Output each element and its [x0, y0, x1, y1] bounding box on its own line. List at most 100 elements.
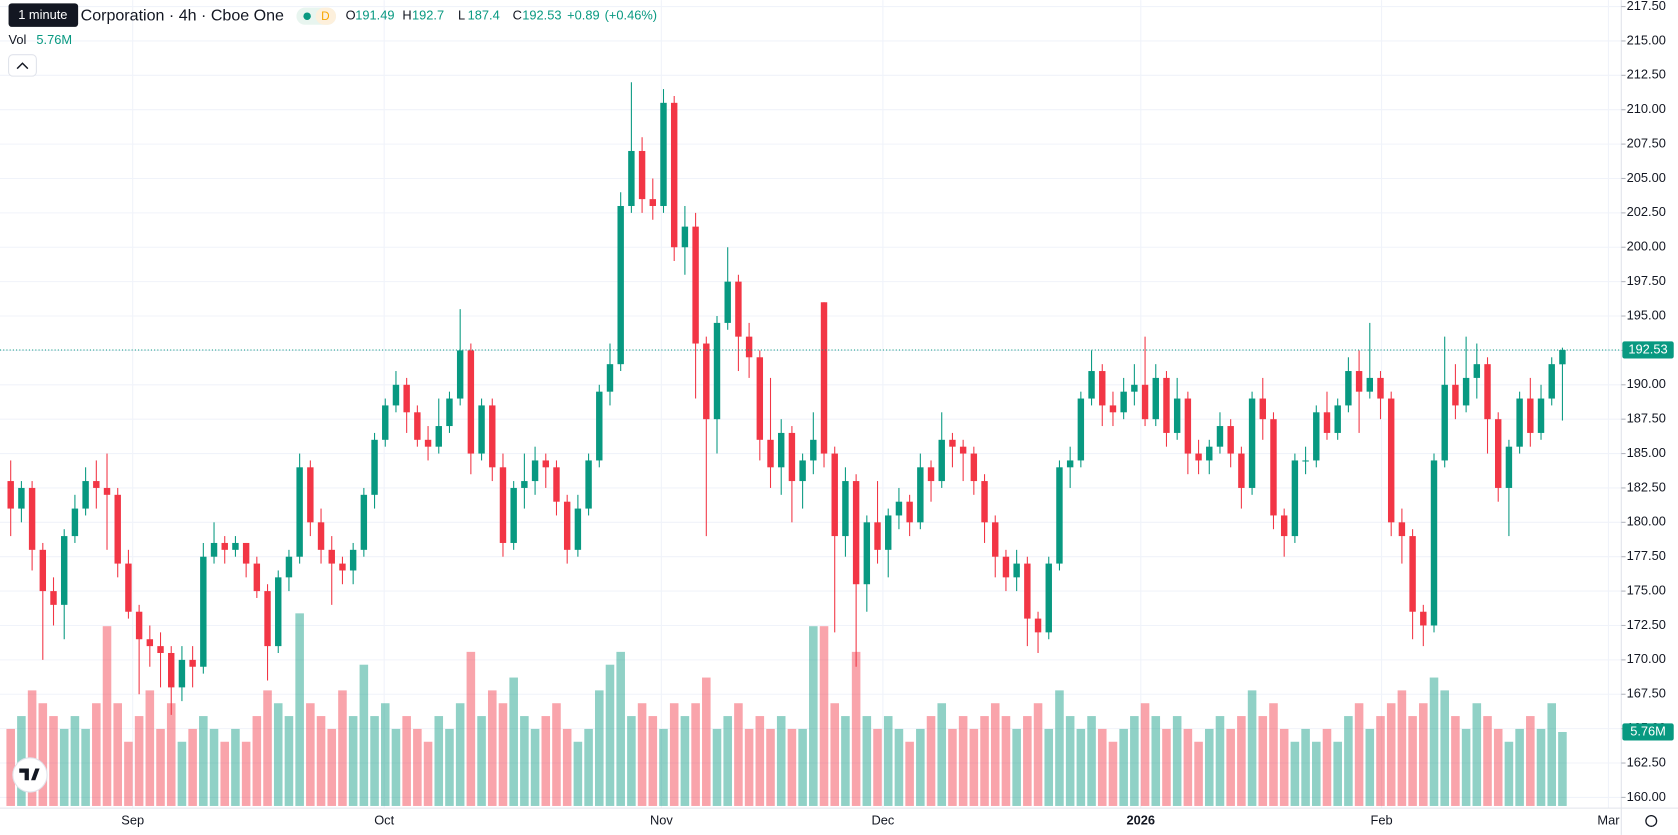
volume-bar	[1515, 728, 1524, 806]
price-badge-label: 192.53	[1628, 341, 1667, 356]
candle-body	[1184, 398, 1192, 454]
candle-body	[18, 487, 25, 509]
y-tick-label: 202.50	[1627, 204, 1666, 219]
candle-body	[981, 481, 988, 523]
volume-bar	[1440, 690, 1449, 806]
ohlc-value: 191.49	[355, 8, 394, 23]
volume-bar	[1055, 690, 1064, 806]
candle-body	[178, 659, 186, 688]
candle-body	[1302, 460, 1309, 462]
volume-bar	[241, 741, 251, 806]
volume-bar	[1408, 716, 1417, 806]
volume-bar	[445, 728, 454, 806]
volume-bar	[1204, 728, 1214, 806]
candle-body	[1505, 446, 1513, 488]
candle-body	[1548, 364, 1555, 399]
volume-bar	[1012, 728, 1021, 806]
x-tick-label: 2026	[1127, 812, 1156, 827]
candle-body	[328, 549, 335, 564]
y-tick-label: 182.50	[1627, 479, 1666, 494]
volume-bar	[723, 716, 732, 806]
candle-body	[1099, 371, 1106, 406]
candle-body	[392, 384, 400, 406]
volume-bar	[530, 728, 540, 806]
volume-bar	[648, 716, 658, 806]
volume-bar	[894, 728, 904, 806]
candle-body	[1206, 446, 1213, 461]
volume-bar	[637, 703, 647, 806]
volume-bar	[616, 651, 625, 806]
settings-icon[interactable]	[1645, 814, 1658, 827]
volume-bar	[1376, 716, 1385, 806]
volume-bar	[166, 703, 176, 806]
candle-body	[596, 391, 603, 461]
ohlc-value: 192.53	[522, 8, 561, 23]
x-tick-label: Mar	[1597, 812, 1620, 827]
candle-body	[1366, 377, 1374, 392]
volume-bar	[1397, 690, 1407, 806]
candle-body	[992, 522, 999, 557]
candle-body	[1387, 398, 1395, 523]
volume-bar	[1076, 728, 1086, 806]
volume-bar	[787, 728, 797, 806]
candle-body	[232, 542, 239, 550]
volume-bar	[509, 677, 518, 806]
candle-body	[189, 659, 196, 667]
ohlc-label: L	[458, 8, 465, 23]
chevron-icon	[16, 62, 29, 70]
y-tick-label: 167.50	[1627, 686, 1666, 701]
volume-bar	[605, 664, 615, 806]
volume-bar	[327, 728, 337, 806]
volume-bar	[477, 716, 486, 806]
candle-body	[221, 542, 228, 550]
candle-body	[917, 467, 924, 523]
volume-bar	[1237, 716, 1246, 806]
candle-body	[628, 150, 635, 206]
volume-bar	[1301, 728, 1310, 806]
candle-body	[799, 460, 806, 482]
volume-bar	[1269, 703, 1278, 806]
candle-body	[71, 508, 79, 537]
y-tick-label: 195.00	[1627, 307, 1666, 322]
candle-body	[82, 481, 89, 509]
volume-bar	[1130, 716, 1139, 806]
volume-bar	[1429, 677, 1439, 806]
symbol-title: NVIDIA Corporation · 4h · Cboe One	[24, 6, 285, 24]
volume-bar	[669, 703, 679, 806]
collapse-button[interactable]	[8, 54, 37, 77]
volume-bar	[1033, 703, 1043, 806]
candle-body	[264, 591, 271, 647]
volume-bar	[49, 716, 58, 806]
volume-bar	[252, 716, 262, 806]
candle-body	[970, 453, 978, 482]
y-tick-label: 187.50	[1627, 411, 1666, 426]
candle-body	[349, 549, 357, 571]
candle-body	[360, 494, 368, 550]
candle-body	[478, 405, 485, 454]
candle-body	[1173, 398, 1181, 433]
candle-body	[1195, 453, 1202, 461]
candle-body	[489, 405, 496, 468]
candle-body	[1248, 398, 1256, 488]
volume-bar	[1162, 728, 1171, 806]
volume-bar	[937, 703, 947, 806]
candle-body	[606, 364, 614, 392]
candle-body	[446, 398, 453, 427]
candle-body	[724, 281, 731, 323]
candle-body	[1462, 377, 1470, 406]
volume-bar	[70, 716, 80, 806]
volume-bar	[231, 728, 240, 806]
y-tick-label: 170.00	[1627, 651, 1666, 666]
y-tick-label: 160.00	[1627, 789, 1666, 804]
volume-bar	[156, 728, 165, 806]
candle-body	[1034, 618, 1042, 633]
x-tick-label: Oct	[374, 812, 394, 827]
volume-bar	[134, 716, 144, 806]
candle-body	[114, 494, 121, 564]
candle-body	[285, 556, 293, 578]
volume-bar	[402, 716, 411, 806]
candle-body	[1024, 563, 1031, 619]
volume-bar	[766, 728, 775, 806]
volume-bar	[370, 716, 379, 806]
